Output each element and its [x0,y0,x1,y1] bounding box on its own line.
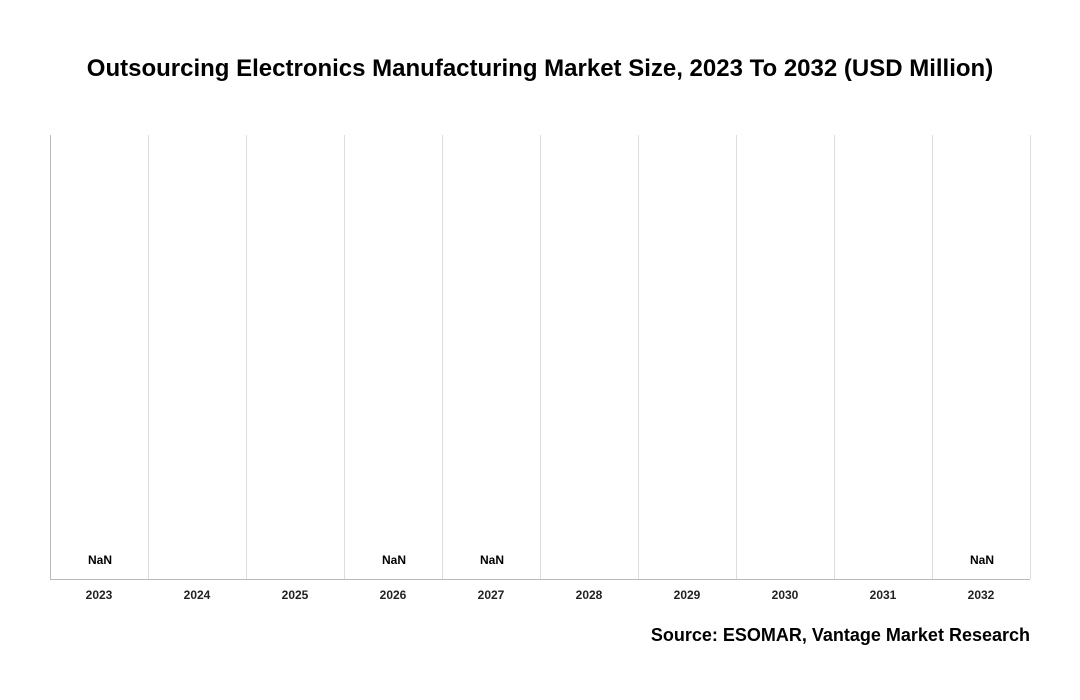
bar-value-label: NaN [345,553,443,567]
grid-column [737,135,835,579]
x-axis-label: 2025 [246,588,344,602]
grid-column [933,135,1031,579]
grid-column [51,135,149,579]
bar-value-label: NaN [51,553,149,567]
grid-column [835,135,933,579]
x-axis-label: 2023 [50,588,148,602]
source-attribution: Source: ESOMAR, Vantage Market Research [651,625,1030,646]
x-axis-label: 2029 [638,588,736,602]
grid-column [149,135,247,579]
grid-column [639,135,737,579]
bar-value-label: NaN [933,553,1031,567]
x-axis-label: 2026 [344,588,442,602]
plot-area: NaN NaN NaN NaN [50,135,1030,580]
x-axis-label: 2031 [834,588,932,602]
bar-value-label: NaN [443,553,541,567]
grid-column [247,135,345,579]
x-axis-label: 2024 [148,588,246,602]
grid-column [345,135,443,579]
x-axis-label: 2032 [932,588,1030,602]
x-axis-label: 2028 [540,588,638,602]
grid-column [541,135,639,579]
x-axis-label: 2030 [736,588,834,602]
chart-container: Outsourcing Electronics Manufacturing Ma… [0,0,1080,700]
chart-title: Outsourcing Electronics Manufacturing Ma… [50,55,1030,83]
grid-column [443,135,541,579]
x-axis-label: 2027 [442,588,540,602]
